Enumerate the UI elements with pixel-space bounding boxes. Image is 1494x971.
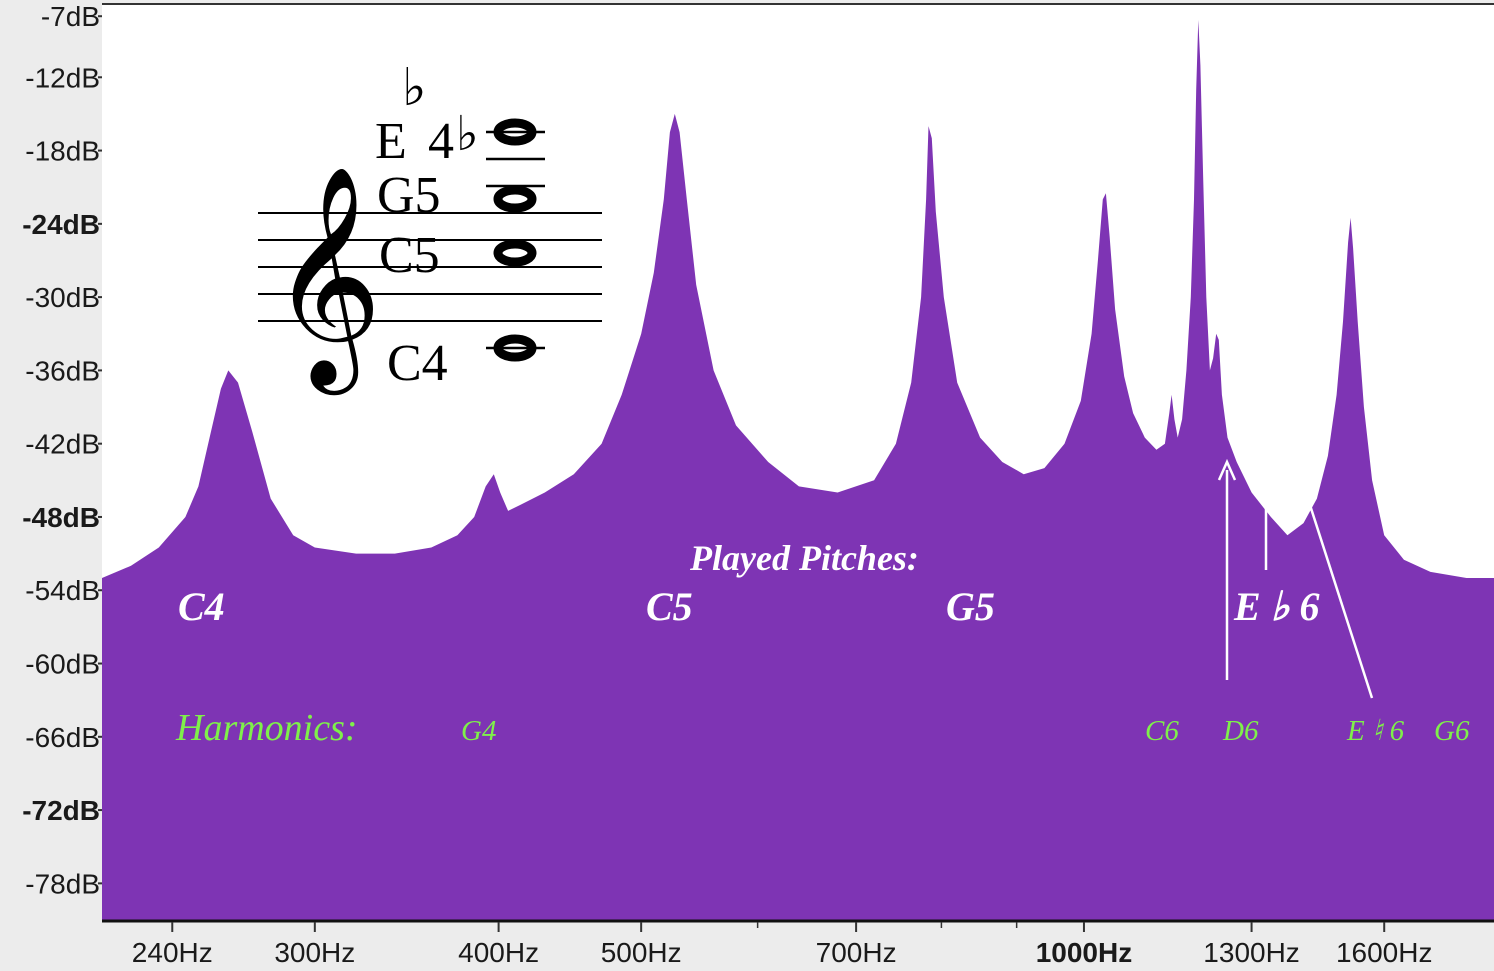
notation-label-g5: G5 — [377, 167, 441, 224]
x-tick-label: 500Hz — [601, 937, 682, 968]
x-tick-label: 1000Hz — [1036, 937, 1133, 968]
x-axis: 240Hz 300Hz 400Hz 500Hz 700Hz 1000Hz 1300Hz 160… — [132, 922, 1433, 968]
played-label-c4: C4 — [178, 584, 225, 629]
notation-flat-accidental: ♭ — [456, 108, 479, 161]
y-tick-label: -36dB — [25, 355, 100, 386]
x-tick-label: 700Hz — [816, 937, 897, 968]
arrow-en6-head — [1292, 463, 1312, 487]
y-tick-label: -78dB — [25, 868, 100, 899]
x-tick-label: 1300Hz — [1203, 937, 1300, 968]
played-label-c5: C5 — [646, 584, 693, 629]
note-c4 — [493, 334, 537, 362]
played-label-g5: G5 — [946, 584, 995, 629]
harmonics-title: Harmonics: — [175, 707, 358, 749]
y-tick-label: -54dB — [25, 575, 100, 606]
y-tick-label: -48dB — [22, 502, 100, 533]
note-c5 — [493, 239, 537, 267]
music-notation: 𝄞 E ♭ 4 ♭ G5 C5 C4 — [258, 60, 602, 395]
y-tick-label: -12dB — [25, 62, 100, 93]
harmonic-label-c6: C6 — [1145, 715, 1179, 747]
notation-flat-above-e: ♭ — [402, 60, 427, 117]
x-tick-label: 400Hz — [458, 937, 539, 968]
notation-label-4: 4 — [428, 113, 454, 170]
y-axis: -7dB -12dB -18dB -24dB -30dB -36dB -42dB -48dB -… — [22, 1, 102, 899]
y-tick-label: -42dB — [25, 429, 100, 460]
note-eb6 — [493, 118, 537, 146]
harmonic-label-d6: D6 — [1222, 715, 1259, 747]
harmonic-label-en6: E ♮ 6 — [1346, 715, 1405, 747]
played-label-eb6: E ♭ 6 — [1233, 584, 1320, 629]
treble-clef-icon: 𝄞 — [270, 164, 382, 395]
harmonic-label-g4: G4 — [461, 715, 496, 747]
notation-label-c5: C5 — [379, 227, 440, 284]
notation-label-e: E — [375, 113, 407, 170]
played-pitches-title: Played Pitches: — [689, 538, 919, 578]
y-tick-label: -18dB — [25, 136, 100, 167]
arrow-eb6-head — [1256, 390, 1276, 413]
x-tick-label: 300Hz — [274, 937, 355, 968]
notation-label-c4: C4 — [387, 335, 448, 392]
staff-lines — [258, 212, 602, 322]
y-tick-label: -24dB — [22, 209, 100, 240]
spectrum-area — [102, 19, 1494, 920]
arrow-en6 — [1298, 473, 1374, 699]
annotation-arrows — [1217, 390, 1374, 699]
y-tick-label: -7dB — [41, 1, 100, 32]
arrow-d6-head — [1217, 458, 1237, 481]
x-tick-label: 240Hz — [132, 937, 213, 968]
y-tick-label: -60dB — [25, 649, 100, 680]
notation-whole-notes — [493, 118, 537, 362]
note-g5 — [493, 185, 537, 213]
x-tick-label: 1600Hz — [1336, 937, 1433, 968]
harmonic-label-g6: G6 — [1434, 715, 1470, 747]
y-tick-label: -66dB — [25, 722, 100, 753]
y-tick-label: -72dB — [22, 795, 100, 826]
y-tick-label: -30dB — [25, 282, 100, 313]
